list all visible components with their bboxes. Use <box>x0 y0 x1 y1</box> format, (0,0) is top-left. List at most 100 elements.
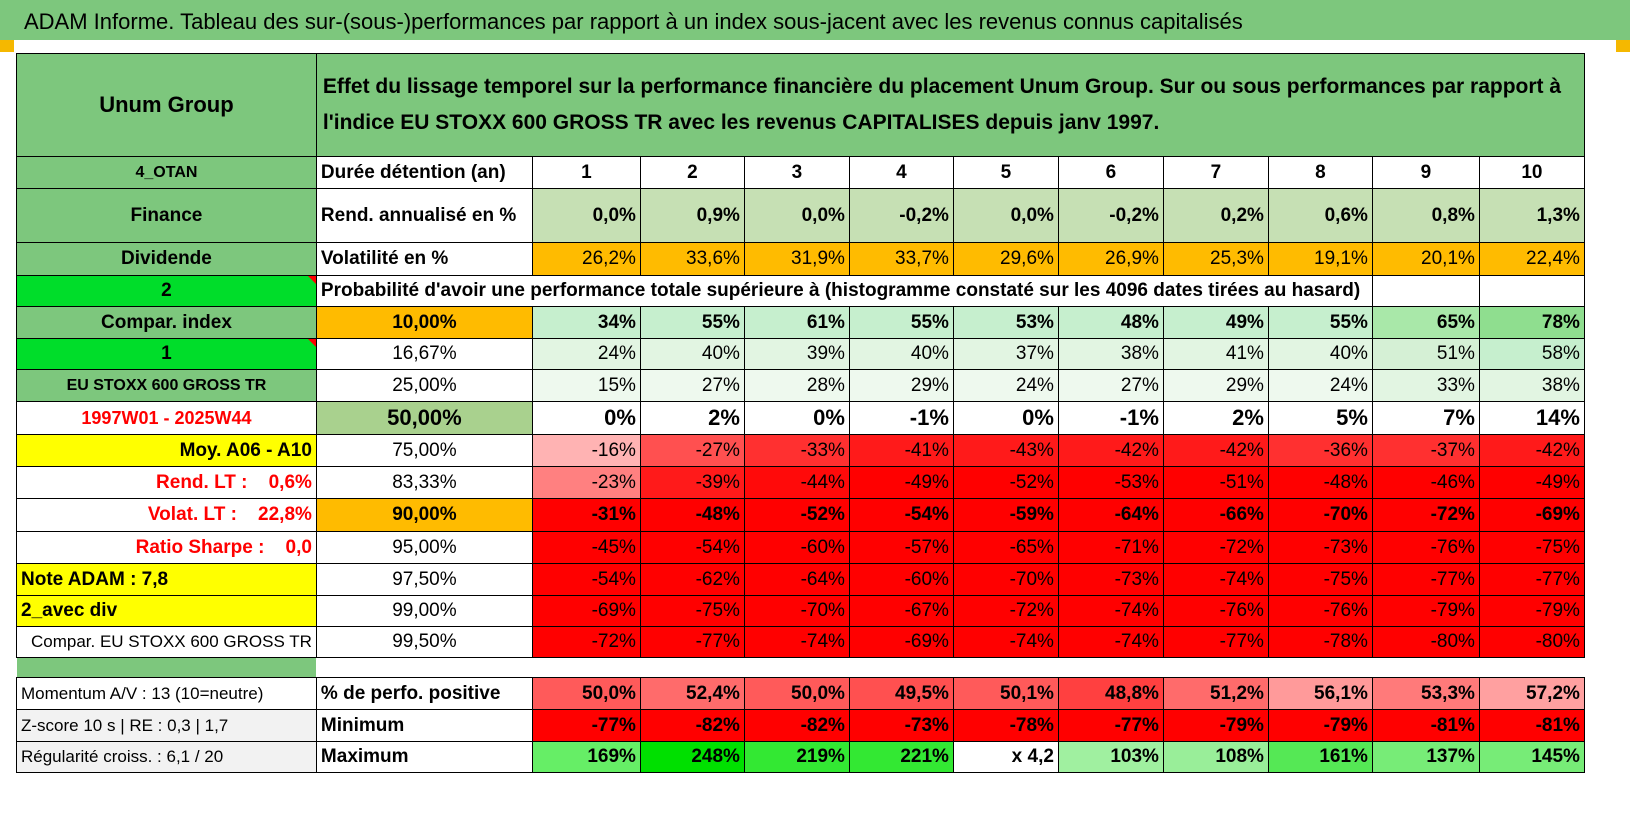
probability-cell: 61% <box>743 306 850 339</box>
year-header: 4 <box>848 156 954 189</box>
row-label: Régularité croiss. : 6,1 / 20 <box>16 741 317 773</box>
probability-cell: -31% <box>531 498 641 532</box>
stat-cell: 50,0% <box>743 677 850 710</box>
probability-cell: 40% <box>1267 338 1373 370</box>
probability-cell: 38% <box>1478 369 1585 402</box>
stat-cell: 221% <box>848 741 954 773</box>
threshold-cell: 83,33% <box>315 466 533 499</box>
probability-cell: -72% <box>531 626 641 658</box>
row-label: Compar. EU STOXX 600 GROSS TR <box>16 626 317 658</box>
value-cell: 31,9% <box>743 242 850 276</box>
value-cell: -0,2% <box>1057 188 1164 243</box>
row-label: Moy. A06 - A10 <box>16 434 317 467</box>
probability-cell: -74% <box>952 626 1059 658</box>
probability-cell: 27% <box>1057 369 1164 402</box>
probability-cell: -53% <box>1057 466 1164 499</box>
stat-cell: x 4,2 <box>952 741 1059 773</box>
probability-cell: 55% <box>1267 306 1373 339</box>
year-header: 8 <box>1267 156 1373 189</box>
row-label: Momentum A/V : 13 (10=neutre) <box>16 677 317 710</box>
year-header: 1 <box>531 156 641 189</box>
value-cell: -0,2% <box>848 188 954 243</box>
threshold-cell: 97,50% <box>315 563 533 596</box>
stat-cell: 219% <box>743 741 850 773</box>
probability-cell: -74% <box>1057 595 1164 627</box>
year-header: 3 <box>743 156 850 189</box>
value-cell: 0,2% <box>1162 188 1269 243</box>
probability-cell: -74% <box>1057 626 1164 658</box>
probability-cell: 53% <box>952 306 1059 339</box>
stat-cell: 56,1% <box>1267 677 1373 710</box>
probability-cell: -69% <box>531 595 641 627</box>
probability-cell: -77% <box>1371 563 1480 596</box>
row-label: 2_avec div <box>16 595 317 627</box>
value-cell: 22,4% <box>1478 242 1585 276</box>
row-label: Dividende <box>16 242 317 276</box>
probability-cell: 40% <box>848 338 954 370</box>
probability-cell: -37% <box>1371 434 1480 467</box>
probability-cell: -66% <box>1162 498 1269 532</box>
value-cell: 0,0% <box>952 188 1059 243</box>
probability-cell: -48% <box>1267 466 1373 499</box>
stat-cell: 137% <box>1371 741 1480 773</box>
row-label: Volat. LT : 22,8% <box>16 498 317 532</box>
probability-cell: -52% <box>743 498 850 532</box>
row-desc: Durée détention (an) <box>315 156 533 189</box>
probability-cell: -43% <box>952 434 1059 467</box>
value-cell: 1,3% <box>1478 188 1585 243</box>
probability-cell: -54% <box>639 531 745 564</box>
row-label: Ratio Sharpe : 0,0 <box>16 531 317 564</box>
probability-cell: -49% <box>1478 466 1585 499</box>
probability-cell: -71% <box>1057 531 1164 564</box>
probability-cell: -48% <box>639 498 745 532</box>
probability-cell: 48% <box>1057 306 1164 339</box>
probability-cell: -79% <box>1371 595 1480 627</box>
separator-bar <box>16 657 317 678</box>
probability-cell: -1% <box>1057 401 1164 435</box>
row-label: 1997W01 - 2025W44 <box>16 401 317 435</box>
corner-marker-right <box>1616 40 1630 52</box>
probability-cell: -70% <box>952 563 1059 596</box>
probability-cell: 24% <box>952 369 1059 402</box>
probability-cell: -57% <box>848 531 954 564</box>
probability-cell: -77% <box>639 626 745 658</box>
probability-cell: 24% <box>1267 369 1373 402</box>
stat-cell: -81% <box>1478 709 1585 742</box>
probability-cell: -60% <box>848 563 954 596</box>
probability-cell: -65% <box>952 531 1059 564</box>
value-cell: 0,6% <box>1267 188 1373 243</box>
probability-cell: 29% <box>1162 369 1269 402</box>
threshold-cell: 16,67% <box>315 338 533 370</box>
value-cell: 33,7% <box>848 242 954 276</box>
probability-cell: -75% <box>639 595 745 627</box>
stat-cell: -73% <box>848 709 954 742</box>
probability-cell: 41% <box>1162 338 1269 370</box>
row-label: 2 <box>16 275 317 307</box>
row-label: Finance <box>16 188 317 243</box>
value-cell: 0,9% <box>639 188 745 243</box>
probability-cell: -72% <box>1371 498 1480 532</box>
probability-cell: 39% <box>743 338 850 370</box>
probability-cell: 33% <box>1371 369 1480 402</box>
year-header: 6 <box>1057 156 1164 189</box>
threshold-cell: 95,00% <box>315 531 533 564</box>
probability-cell: -70% <box>743 595 850 627</box>
probability-cell: 15% <box>531 369 641 402</box>
row-label: Compar. index <box>16 306 317 339</box>
probability-cell: -42% <box>1057 434 1164 467</box>
probability-cell: -49% <box>848 466 954 499</box>
value-cell: 0,0% <box>531 188 641 243</box>
stat-cell: -81% <box>1371 709 1480 742</box>
probability-cell: -64% <box>743 563 850 596</box>
year-header: 9 <box>1371 156 1480 189</box>
probability-cell: -77% <box>1478 563 1585 596</box>
probability-caption: Probabilité d'avoir une performance tota… <box>320 280 1361 301</box>
probability-cell: 55% <box>639 306 745 339</box>
threshold-cell: 75,00% <box>315 434 533 467</box>
stat-cell: 108% <box>1162 741 1269 773</box>
probability-cell: 28% <box>743 369 850 402</box>
probability-cell: -75% <box>1267 563 1373 596</box>
probability-cell: -69% <box>848 626 954 658</box>
report-title: ADAM Informe. Tableau des sur-(sous-)per… <box>0 0 1630 40</box>
probability-cell: 7% <box>1371 401 1480 435</box>
